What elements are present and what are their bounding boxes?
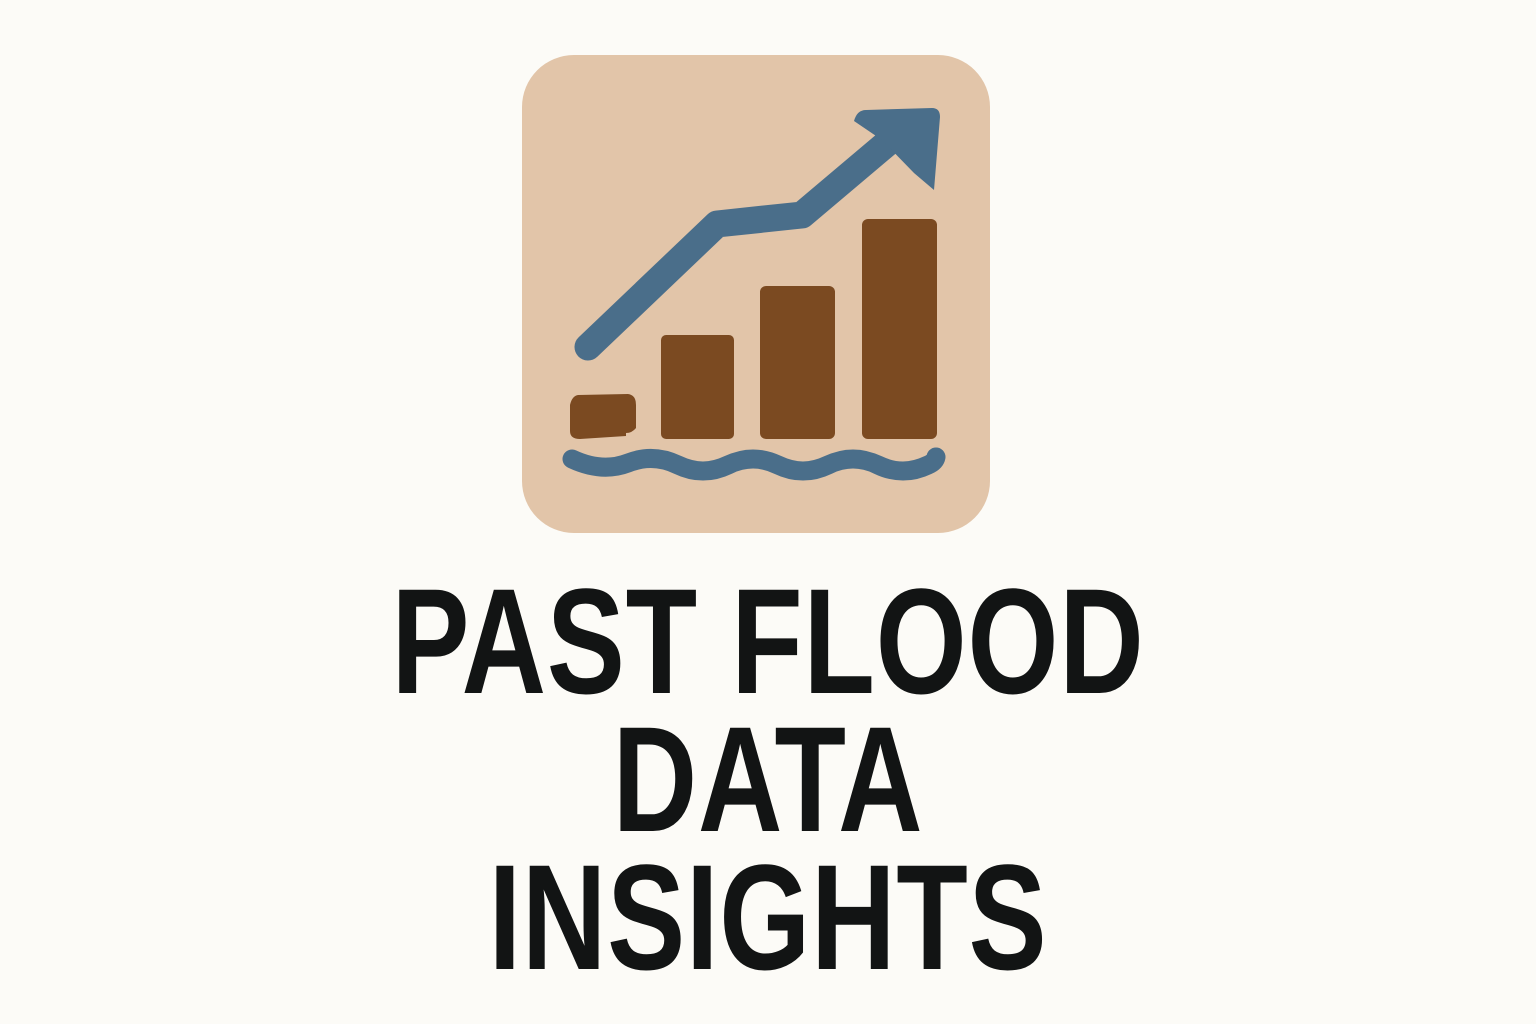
bar-icon-4 <box>862 219 937 439</box>
arrow-head-icon <box>854 108 940 190</box>
bar-icon-2 <box>661 335 734 439</box>
logo-icon <box>522 55 990 533</box>
bar-icon-1 <box>570 394 636 439</box>
bar-icon-3 <box>760 286 835 439</box>
page-title: PAST FLOOD DATA INSIGHTS <box>0 557 1536 1001</box>
title-line-3: INSIGHTS <box>488 833 1048 1001</box>
title-line-1: PAST FLOOD <box>391 557 1145 725</box>
title-line-2: DATA <box>612 695 924 863</box>
water-wave-icon <box>562 447 946 481</box>
arrow-line-icon <box>574 125 906 361</box>
